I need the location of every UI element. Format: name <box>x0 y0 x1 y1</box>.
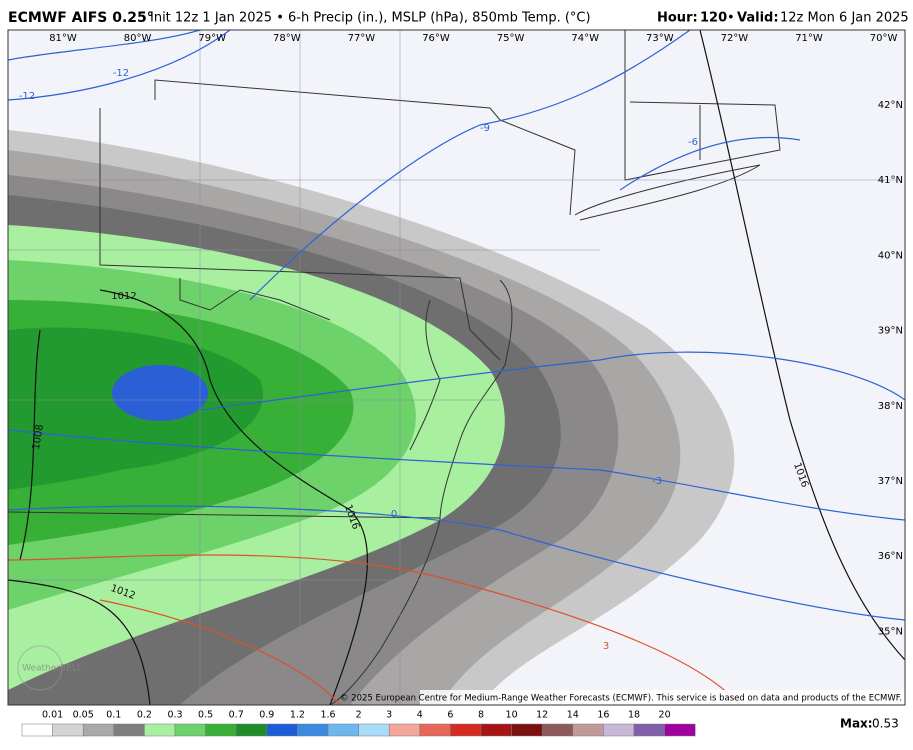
longitude-label: 76°W <box>422 33 450 44</box>
colorbar-swatch <box>572 723 604 737</box>
colorbar-label: 4 <box>417 710 423 721</box>
colorbar-swatch <box>144 723 176 737</box>
latitude-label: 39°N <box>878 326 903 337</box>
copyright: © 2025 European Centre for Medium-Range … <box>340 694 902 704</box>
precip-area <box>112 365 208 421</box>
colorbar-swatch <box>113 723 145 737</box>
longitude-label: 70°W <box>870 33 898 44</box>
hour: 120 <box>700 11 727 26</box>
longitude-label: 80°W <box>124 33 152 44</box>
colorbar-label: 10 <box>506 710 518 721</box>
colorbar-swatch <box>205 723 237 737</box>
contour-label: 3 <box>603 641 609 652</box>
colorbar-label: 1.6 <box>320 710 335 721</box>
longitude-label: 78°W <box>273 33 301 44</box>
hour-label: Hour: <box>657 11 698 26</box>
map: 81°W 80°W 79°W 78°W 77°W 76°W 75°W 74°W 73°W 72°W… <box>8 30 905 705</box>
latitude-label: 41°N <box>878 175 903 186</box>
colorbar-label: 0.9 <box>259 710 274 721</box>
colorbar-label: 0.2 <box>137 710 152 721</box>
colorbar-swatch <box>541 723 574 737</box>
contour-label: 0 <box>391 509 397 520</box>
colorbar-label: 2 <box>356 710 362 721</box>
colorbar-label: 16 <box>597 710 609 721</box>
colorbar-swatch <box>419 723 451 737</box>
county-lines <box>8 30 900 705</box>
contour-label: -12 <box>19 91 35 102</box>
colorbar-swatch <box>297 723 329 737</box>
latitude-label: 42°N <box>878 100 903 111</box>
colorbar-swatch <box>327 723 359 737</box>
logo-mark <box>17 645 63 691</box>
colorbar-label: 3 <box>386 710 392 721</box>
colorbar-swatch <box>266 723 298 737</box>
colorbar-label: 0.05 <box>73 710 94 721</box>
colorbar-label: 1.2 <box>290 710 305 721</box>
colorbar-label: 18 <box>628 710 640 721</box>
contour-label: -9 <box>480 123 490 134</box>
longitude-label: 73°W <box>646 33 674 44</box>
valid-label: Valid: <box>737 11 779 26</box>
longitude-label: 74°W <box>571 33 599 44</box>
colorbar-swatch <box>511 723 543 737</box>
longitude-label: 79°W <box>198 33 226 44</box>
colorbar-label: 0.5 <box>198 710 213 721</box>
contour-label: -12 <box>113 68 129 79</box>
colorbar-label: 14 <box>567 710 579 721</box>
copyright-box <box>420 690 905 705</box>
colorbar-swatch <box>52 723 84 737</box>
colorbar-label: 20 <box>659 710 671 721</box>
map-frame <box>7 29 906 706</box>
title: ECMWF AIFS 0.25° <box>8 10 154 26</box>
longitude-label: 75°W <box>497 33 525 44</box>
latitude-label: 36°N <box>878 551 903 562</box>
contour-label: 1008 <box>31 424 46 451</box>
contour-label: -3 <box>652 476 662 487</box>
colorbar-swatch <box>82 723 115 737</box>
colorbar-label: 8 <box>478 710 484 721</box>
colorbar-label: 0.1 <box>106 710 121 721</box>
latitude-label: 35°N <box>878 626 903 637</box>
max-value: 0.53 <box>872 717 899 731</box>
contour-label: -6 <box>688 137 698 148</box>
borders <box>8 30 781 705</box>
isobars <box>8 30 905 705</box>
max-label: Max: <box>840 717 873 731</box>
latitude-label: 38°N <box>878 401 903 412</box>
latitude-label: 40°N <box>878 250 903 261</box>
isotherms <box>8 30 905 621</box>
longitude-label: 81°W <box>49 33 77 44</box>
colorbar-swatch <box>633 723 665 737</box>
colorbar-swatch <box>480 723 512 737</box>
colorbar-label: 0.7 <box>229 710 244 721</box>
isotherms-warm <box>8 554 741 705</box>
colorbar-label: 6 <box>447 710 453 721</box>
colorbar-swatch <box>21 723 53 737</box>
separator: • <box>727 11 735 26</box>
contour-label: 1012 <box>111 291 136 302</box>
colorbar-swatch <box>388 723 421 737</box>
logo: WeatherBELL <box>22 664 82 674</box>
colorbar-swatch <box>664 723 696 737</box>
latitude-label: 37°N <box>878 476 903 487</box>
valid-time: 12z Mon 6 Jan 2025 <box>780 11 909 26</box>
longitude-label: 77°W <box>348 33 376 44</box>
subtitle: Init 12z 1 Jan 2025 • 6-h Precip (in.), … <box>150 11 591 26</box>
colorbar-swatch <box>450 723 482 737</box>
longitude-label: 72°W <box>721 33 749 44</box>
longitude-label: 71°W <box>795 33 823 44</box>
colorbar-swatch <box>358 723 390 737</box>
colorbar-swatch <box>603 723 635 737</box>
colorbar-label: 12 <box>536 710 548 721</box>
colorbar-label: 0.3 <box>167 710 182 721</box>
colorbar-label: 0.01 <box>42 710 63 721</box>
colorbar-swatch <box>235 723 268 737</box>
colorbar-swatch <box>174 723 206 737</box>
